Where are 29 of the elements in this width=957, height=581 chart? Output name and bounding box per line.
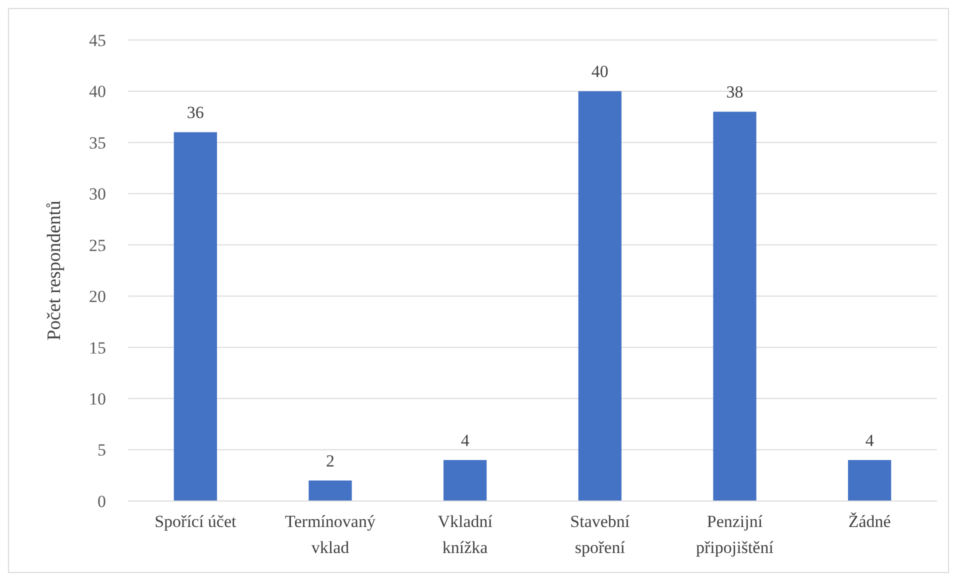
data-label: 36 [186, 103, 204, 122]
y-tick-label: 45 [89, 30, 106, 50]
bar [578, 91, 622, 501]
y-tick-label: 25 [89, 236, 106, 255]
x-tick-label: Žádné [848, 512, 891, 531]
y-axis-title: Počet respondentů [44, 200, 65, 340]
x-tick-label: Penzijní připojištění [696, 512, 774, 557]
data-label: 38 [726, 82, 744, 102]
x-tick-label: Spořící účet [154, 512, 237, 531]
x-tick-label: Vkladní knížka [438, 512, 493, 557]
bar [848, 460, 892, 501]
bar [308, 480, 352, 501]
y-tick-label: 20 [89, 287, 106, 306]
y-tick-label: 35 [89, 133, 106, 152]
y-tick-label: 5 [98, 440, 106, 460]
data-label: 40 [591, 62, 608, 82]
bar [444, 460, 487, 501]
data-label: 2 [326, 452, 334, 471]
data-label: 4 [460, 431, 470, 450]
y-tick-label: 15 [89, 338, 106, 358]
y-tick-label: 30 [89, 184, 106, 204]
y-tick-label: 40 [89, 82, 106, 102]
data-label: 4 [865, 431, 874, 450]
x-tick-label: Termínovaný vklad [285, 512, 376, 557]
y-tick-label: 10 [89, 390, 106, 409]
y-tick-label: 0 [98, 492, 106, 511]
bar [174, 132, 217, 501]
x-tick-label: Stavební spoření [570, 512, 630, 557]
bar [713, 112, 756, 501]
